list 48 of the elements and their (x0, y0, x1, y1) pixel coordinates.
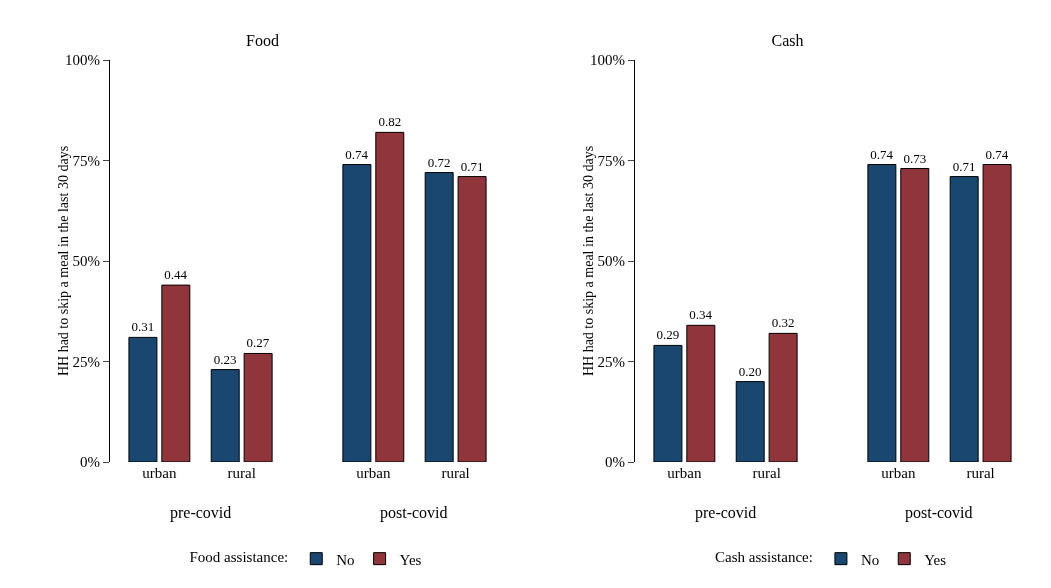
legend-label: Yes (399, 551, 422, 568)
y-tick-label: 50% (597, 253, 625, 270)
data-label: 0.34 (689, 307, 713, 323)
data-label: 0.74 (985, 146, 1009, 162)
data-label: 0.23 (213, 351, 237, 367)
y-tick-label: 75% (72, 152, 100, 169)
y-tick-label: 25% (72, 353, 100, 370)
y-tick-label: 25% (597, 353, 625, 370)
data-label: 0.71 (952, 158, 976, 174)
x-tick-label: urban (142, 465, 177, 481)
x-tick-label: rural (966, 465, 995, 481)
data-label: 0.73 (903, 150, 927, 166)
x-tick-label: rural (752, 465, 781, 481)
legend-label: No (336, 551, 355, 568)
y-axis-title: HH had to skip a meal in the last 30 days (55, 145, 71, 377)
text: pre-covid (170, 504, 232, 522)
y-tick-label: 0% (80, 454, 100, 471)
data-label: 0.74 (345, 146, 369, 162)
data-label: 0.74 (870, 146, 894, 162)
x-tick-label: urban (356, 465, 391, 481)
text: post-covid (380, 504, 448, 522)
data-label: 0.82 (378, 114, 402, 130)
data-label: 0.20 (738, 363, 762, 379)
y-axis-title: HH had to skip a meal in the last 30 days (580, 145, 596, 377)
y-tick-label: 75% (597, 152, 625, 169)
data-label: 0.72 (427, 154, 451, 170)
text: post-covid (905, 504, 973, 522)
data-label: 0.44 (164, 267, 188, 283)
data-label: 0.31 (131, 319, 155, 335)
data-label: 0.32 (771, 315, 795, 331)
legend-label: Yes (924, 551, 947, 568)
x-tick-label: rural (441, 465, 470, 481)
legend-title: Cash assistance: (715, 548, 813, 565)
x-tick-label: rural (227, 465, 256, 481)
x-tick-label: urban (881, 465, 916, 481)
data-label: 0.27 (246, 335, 270, 351)
y-tick-label: 100% (65, 52, 100, 69)
chart-title: Food (246, 32, 279, 50)
legend-label: No (860, 551, 880, 568)
legend-title: Food assistance: (189, 548, 289, 565)
y-tick-label: 50% (72, 253, 100, 270)
y-tick-label: 0% (605, 454, 625, 471)
y-tick-label: 100% (590, 52, 625, 69)
data-label: 0.71 (460, 158, 484, 174)
chart-title: Cash (771, 32, 804, 50)
x-tick-label: urban (667, 465, 702, 481)
text: pre-covid (695, 504, 757, 522)
data-label: 0.29 (656, 327, 680, 343)
